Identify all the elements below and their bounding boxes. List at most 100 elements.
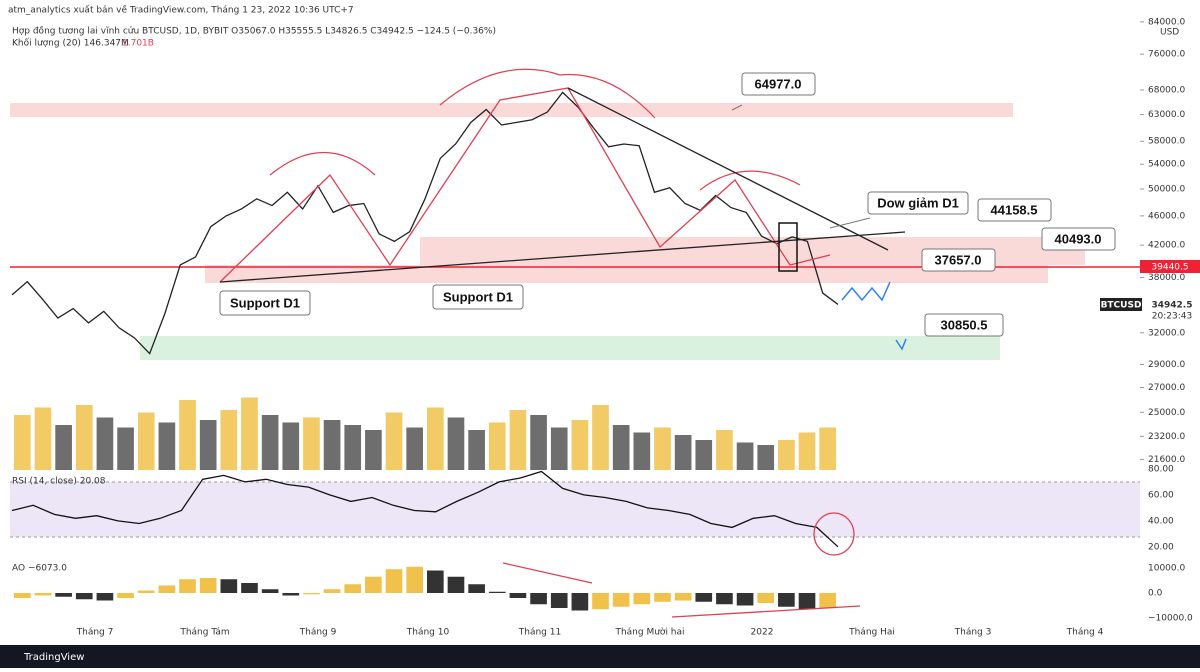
symbol-badge bbox=[1100, 298, 1142, 311]
y-tick-label: 76000.0 bbox=[1148, 50, 1185, 60]
ao-bar bbox=[179, 579, 196, 593]
rsi-label: RSI (14, close) 20.08 bbox=[12, 477, 106, 487]
volume-bar bbox=[220, 410, 238, 470]
rsi-band bbox=[10, 482, 1140, 537]
volume-bar bbox=[592, 405, 609, 470]
volume-bar bbox=[34, 407, 52, 470]
y-tick-label: 63000.0 bbox=[1148, 110, 1185, 120]
x-tick-label: Tháng Mười hai bbox=[614, 627, 684, 638]
ao-bar bbox=[344, 584, 362, 593]
brand: TradingView bbox=[23, 652, 84, 663]
volume-bar bbox=[716, 430, 733, 470]
ao-bar bbox=[199, 578, 217, 593]
y-tick-label: 25000.0 bbox=[1148, 408, 1185, 418]
volume-bar bbox=[261, 415, 279, 470]
y-tick-label: 46000.0 bbox=[1148, 211, 1185, 221]
ao-bar bbox=[14, 593, 31, 598]
volume-bar bbox=[819, 427, 836, 470]
volume-bar bbox=[137, 412, 155, 470]
volume-bar bbox=[385, 412, 403, 470]
volume-bar bbox=[674, 435, 692, 470]
volume-bar bbox=[96, 417, 114, 470]
ao-bar bbox=[654, 593, 671, 602]
ao-bar bbox=[158, 585, 176, 593]
arcs bbox=[269, 68, 801, 191]
y-tick-label: 38000.0 bbox=[1148, 273, 1185, 283]
ao-bar bbox=[757, 593, 775, 603]
x-tick-label: Tháng 7 bbox=[76, 628, 114, 638]
highlight-box bbox=[778, 222, 798, 272]
y-tick-label: 21600.0 bbox=[1148, 455, 1185, 465]
volume-bar bbox=[633, 432, 651, 470]
ao-bar bbox=[716, 593, 733, 605]
annotation: 64977.0 bbox=[755, 76, 802, 91]
y-tick-label: 58000.0 bbox=[1148, 137, 1185, 147]
label-box bbox=[432, 284, 524, 310]
x-tick-label: 2022 bbox=[751, 628, 774, 638]
y-tick-label: 42000.0 bbox=[1148, 241, 1185, 251]
volume-bar bbox=[75, 405, 93, 470]
annotation: 40493.0 bbox=[1055, 231, 1102, 246]
rsi-tick-label: 40.00 bbox=[1148, 516, 1174, 526]
rsi-tick-label: 20.00 bbox=[1148, 542, 1174, 552]
ao-bar bbox=[34, 593, 52, 596]
ao-bar bbox=[117, 593, 134, 598]
ao-bar bbox=[385, 569, 403, 593]
volume-bar bbox=[282, 422, 300, 470]
volume-bar bbox=[344, 425, 362, 470]
annotation: 37657.0 bbox=[935, 252, 982, 267]
ao-bar bbox=[241, 583, 258, 593]
x-tick-label: Tháng 9 bbox=[299, 628, 337, 638]
volume-bar bbox=[323, 420, 341, 470]
ao-divergence-top bbox=[502, 562, 593, 584]
volume-bar bbox=[14, 415, 31, 470]
callout bbox=[829, 217, 871, 229]
ao-bar bbox=[75, 593, 93, 600]
label-box bbox=[1041, 227, 1116, 251]
volume-bar bbox=[365, 430, 382, 470]
volume-bar bbox=[654, 427, 671, 470]
ao-bar bbox=[488, 591, 506, 593]
x-tick-label: Tháng Hai bbox=[848, 628, 895, 638]
y-tick-label: 68000.0 bbox=[1148, 85, 1185, 95]
ao-bar bbox=[96, 593, 114, 601]
y-tick-label: 84000.0 bbox=[1148, 17, 1185, 27]
ao-bar bbox=[447, 576, 465, 593]
ao-label: AO −6073.0 bbox=[12, 564, 67, 574]
ao-bar bbox=[55, 593, 72, 597]
y-tick-label: 50000.0 bbox=[1148, 185, 1185, 195]
ao-bar bbox=[674, 593, 692, 601]
ao-tick-label: 0.0 bbox=[1148, 589, 1163, 599]
annotation: 30850.5 bbox=[941, 317, 988, 332]
forecast-arrow bbox=[895, 338, 907, 351]
volume-label: Khối lượng (20) 146.347M bbox=[12, 38, 129, 49]
ao-bar bbox=[137, 590, 155, 593]
price-badge bbox=[1142, 298, 1200, 322]
ao-bar bbox=[220, 579, 238, 593]
x-tick-label: Tháng 10 bbox=[406, 628, 450, 638]
rsi-tick-label: 80.00 bbox=[1148, 464, 1174, 474]
volume-bar bbox=[736, 442, 754, 470]
annotation: 44158.5 bbox=[991, 202, 1038, 217]
ao-tick-label: 10000.0 bbox=[1148, 564, 1185, 574]
y-tick-label: 23200.0 bbox=[1148, 432, 1185, 442]
volume-bar bbox=[447, 417, 465, 470]
forecast-path bbox=[841, 281, 891, 302]
annotation: Support D1 bbox=[443, 289, 513, 304]
x-tick-label: Tháng Tám bbox=[179, 628, 229, 638]
volume-bar bbox=[158, 422, 176, 470]
footer bbox=[0, 645, 1200, 668]
volume-bar bbox=[303, 417, 320, 470]
ao-bar bbox=[798, 593, 816, 610]
ao-bar bbox=[736, 593, 754, 606]
rsi-line bbox=[11, 470, 839, 548]
ao-bar bbox=[571, 593, 589, 611]
ao-bar bbox=[509, 593, 527, 598]
volume-bar bbox=[550, 427, 568, 470]
target-zone bbox=[140, 336, 1000, 360]
volume-bar bbox=[778, 440, 795, 470]
y-tick-label: 29000.0 bbox=[1148, 360, 1185, 370]
ao-bar bbox=[612, 593, 630, 607]
y-tick-label: 54000.0 bbox=[1148, 160, 1185, 170]
